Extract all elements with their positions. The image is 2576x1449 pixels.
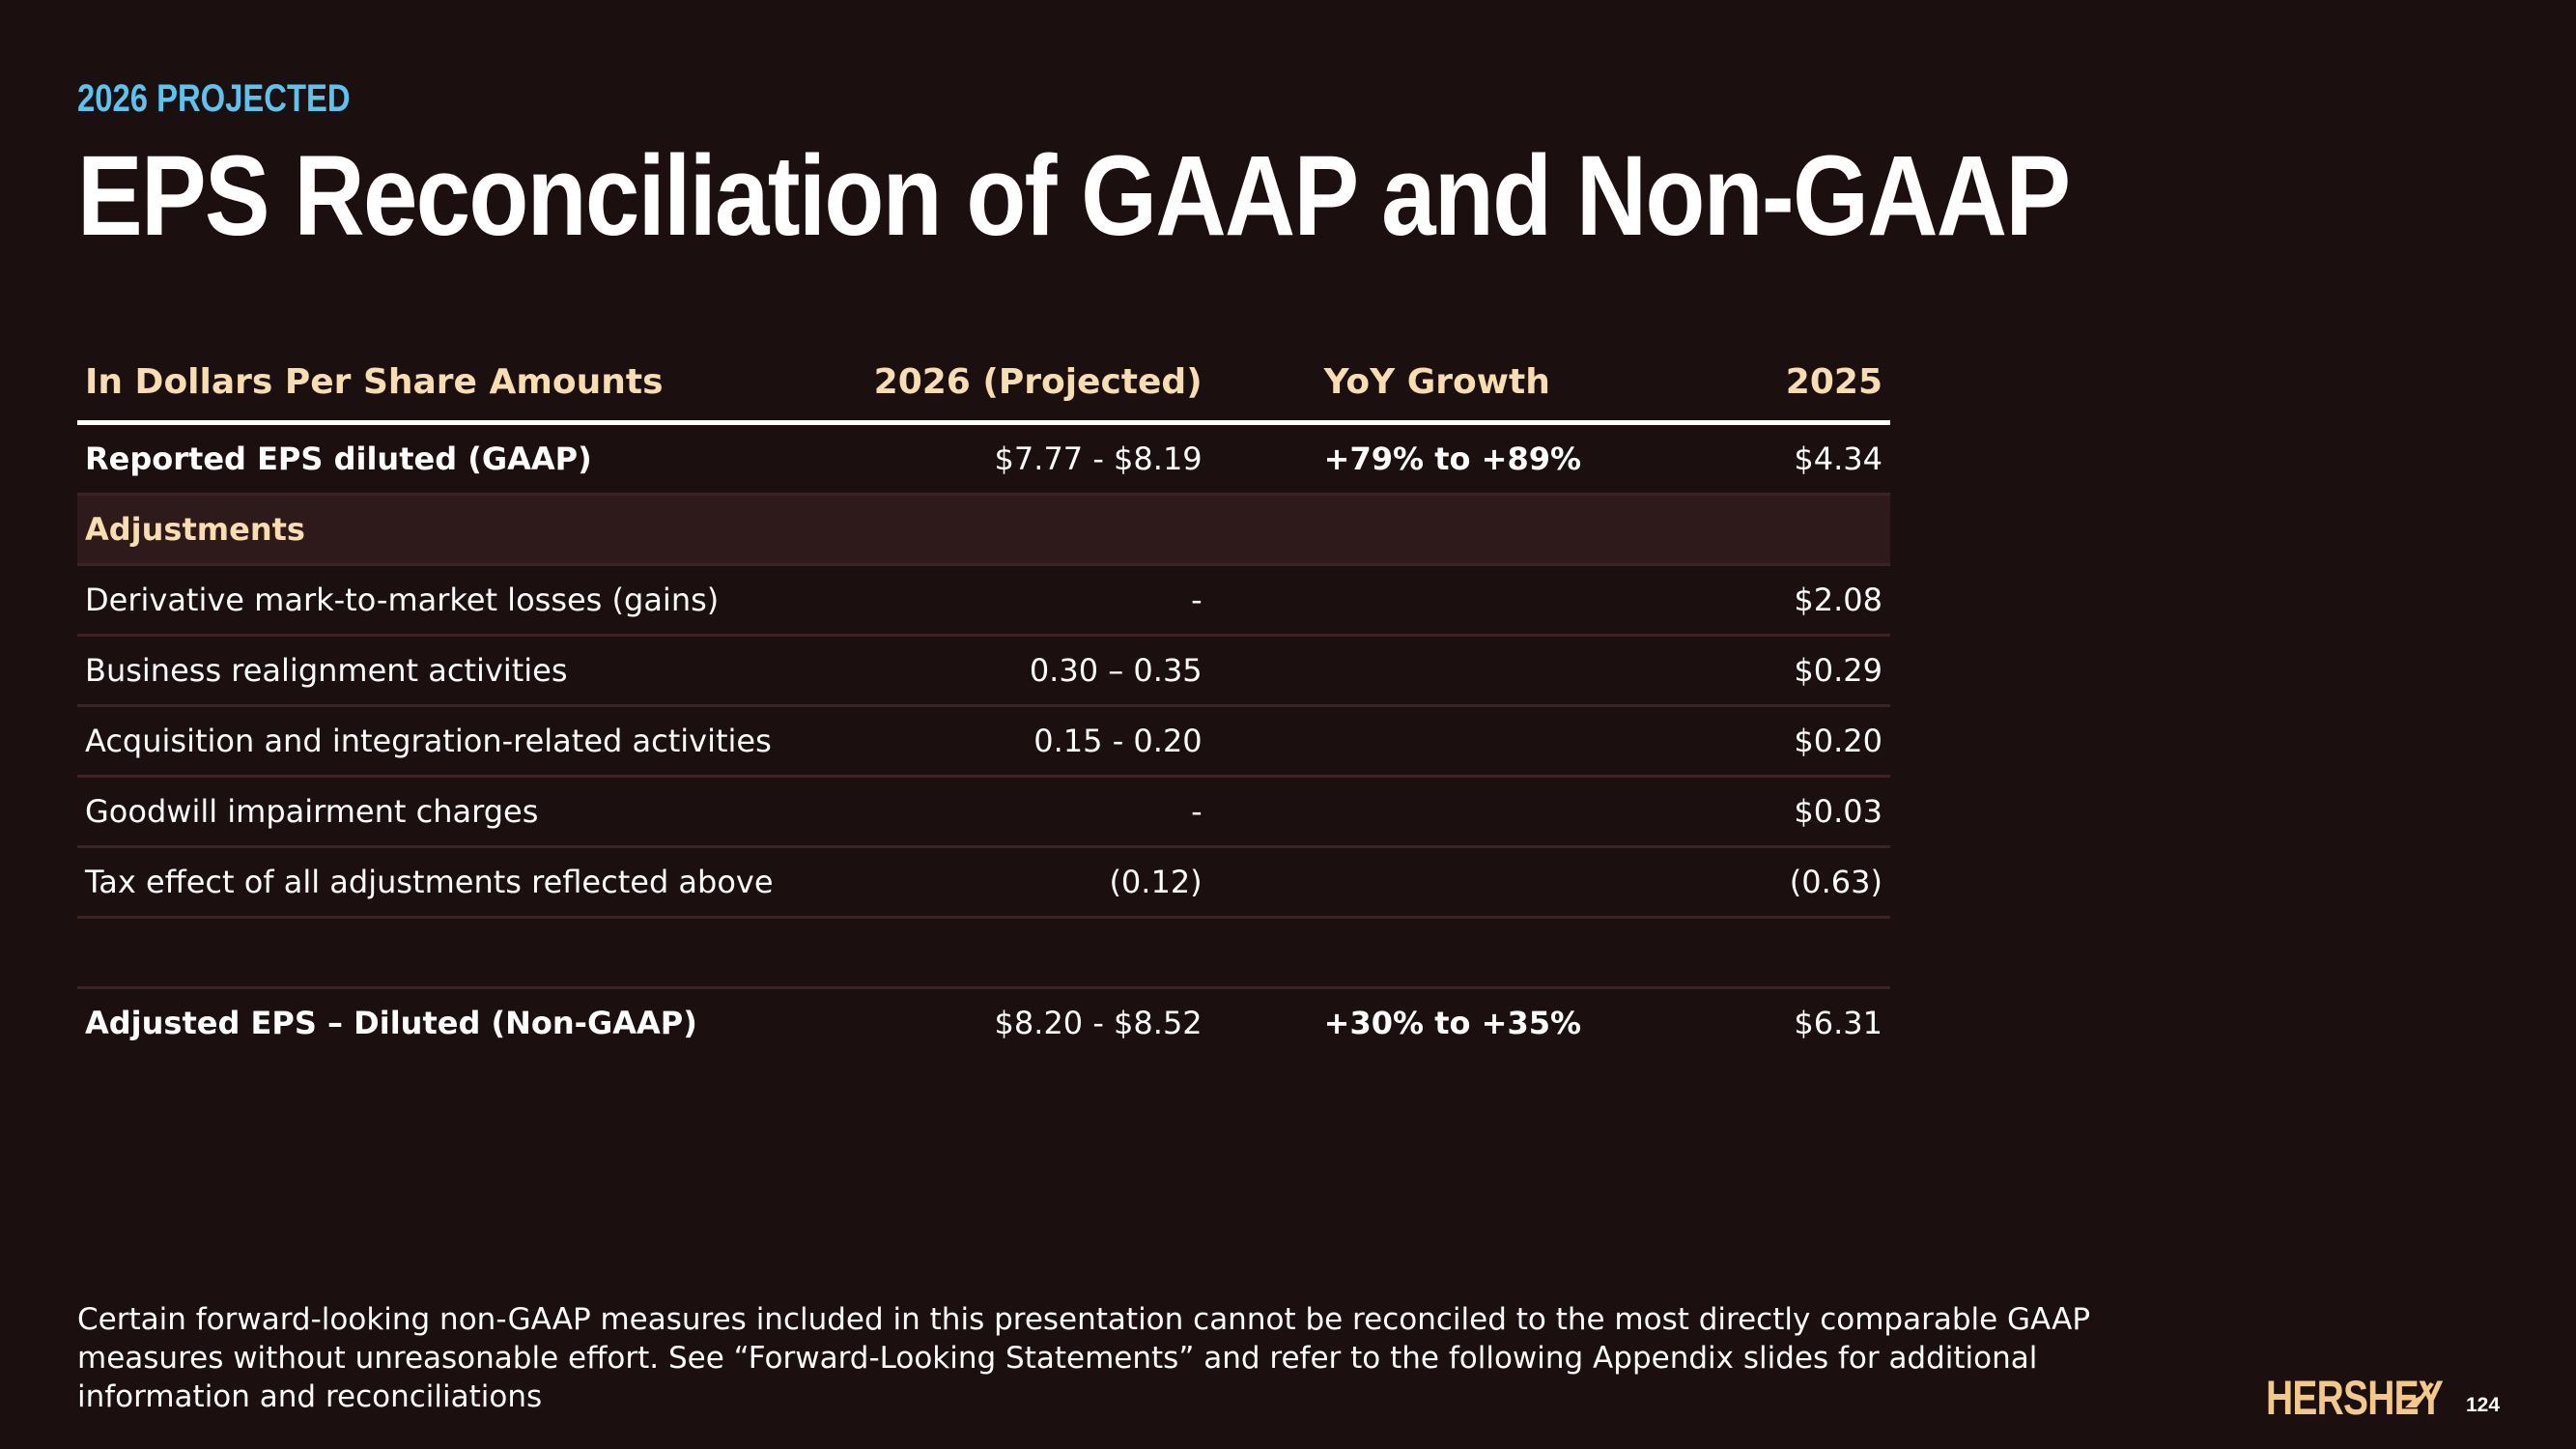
header-growth: YoY Growth bbox=[1209, 343, 1650, 425]
row-prior: $6.31 bbox=[1794, 1005, 1882, 1041]
table-row: Goodwill impairment charges - $0.03 bbox=[77, 776, 1890, 848]
row-prior: $0.20 bbox=[1649, 705, 1890, 778]
row-label: Acquisition and integration-related acti… bbox=[77, 705, 850, 778]
hershey-logo: HERSHEY bbox=[2266, 1371, 2444, 1425]
row-projected: (0.12) bbox=[849, 846, 1210, 919]
section-eyebrow: 2026 PROJECTED bbox=[77, 77, 351, 120]
adjustments-section-row: Adjustments bbox=[77, 494, 1890, 566]
spacer-row bbox=[77, 917, 1890, 989]
row-label: Derivative mark-to-market losses (gains) bbox=[77, 564, 850, 637]
row-growth: +79% to +89% bbox=[1209, 422, 1650, 496]
row-projected: $8.20 - $8.52 bbox=[994, 1005, 1203, 1041]
page-number: 124 bbox=[2466, 1394, 2501, 1416]
kiss-logo-icon bbox=[2405, 1382, 2434, 1407]
table-row: Derivative mark-to-market losses (gains)… bbox=[77, 564, 1890, 637]
row-projected: 0.30 – 0.35 bbox=[849, 635, 1210, 707]
section-label: Adjustments bbox=[77, 494, 850, 566]
row-prior: $0.29 bbox=[1649, 635, 1890, 707]
row-prior: (0.63) bbox=[1649, 846, 1890, 919]
row-growth bbox=[1209, 705, 1650, 778]
row-growth bbox=[1209, 635, 1650, 707]
eps-reconciliation-table: In Dollars Per Share Amounts 2026 (Proje… bbox=[77, 343, 1890, 1057]
row-growth bbox=[1209, 564, 1650, 637]
table-row: Tax effect of all adjustments reflected … bbox=[77, 846, 1890, 919]
header-label: In Dollars Per Share Amounts bbox=[77, 343, 850, 425]
row-prior: $2.08 bbox=[1649, 564, 1890, 637]
page-title: EPS Reconciliation of GAAP and Non-GAAP bbox=[77, 132, 2071, 260]
row-prior: $0.03 bbox=[1649, 776, 1890, 848]
row-projected: - bbox=[849, 564, 1210, 637]
row-label: Business realignment activities bbox=[77, 635, 850, 707]
row-label: Reported EPS diluted (GAAP) bbox=[77, 422, 850, 496]
table-header-row: In Dollars Per Share Amounts 2026 (Proje… bbox=[77, 343, 1890, 425]
row-label: Adjusted EPS – Diluted (Non-GAAP) bbox=[85, 1005, 697, 1041]
row-label: Goodwill impairment charges bbox=[77, 776, 850, 848]
row-prior: $4.34 bbox=[1649, 422, 1890, 496]
row-label: Tax effect of all adjustments reflected … bbox=[77, 846, 850, 919]
row-projected: $7.77 - $8.19 bbox=[849, 422, 1210, 496]
row-growth bbox=[1209, 846, 1650, 919]
table-row: Acquisition and integration-related acti… bbox=[77, 705, 1890, 778]
footnote: Certain forward-looking non-GAAP measure… bbox=[77, 1302, 2091, 1414]
row-growth: +30% to +35% bbox=[1323, 1005, 1582, 1041]
table-row: Business realignment activities 0.30 – 0… bbox=[77, 635, 1890, 707]
row-growth bbox=[1209, 776, 1650, 848]
header-projected: 2026 (Projected) bbox=[849, 343, 1210, 425]
adjusted-eps-row: Adjusted EPS – Diluted (Non-GAAP) $8.20 … bbox=[77, 988, 1890, 1058]
row-projected: - bbox=[849, 776, 1210, 848]
row-projected: 0.15 - 0.20 bbox=[849, 705, 1210, 778]
header-prior: 2025 bbox=[1649, 343, 1890, 425]
reported-eps-row: Reported EPS diluted (GAAP) $7.77 - $8.1… bbox=[77, 422, 1890, 496]
